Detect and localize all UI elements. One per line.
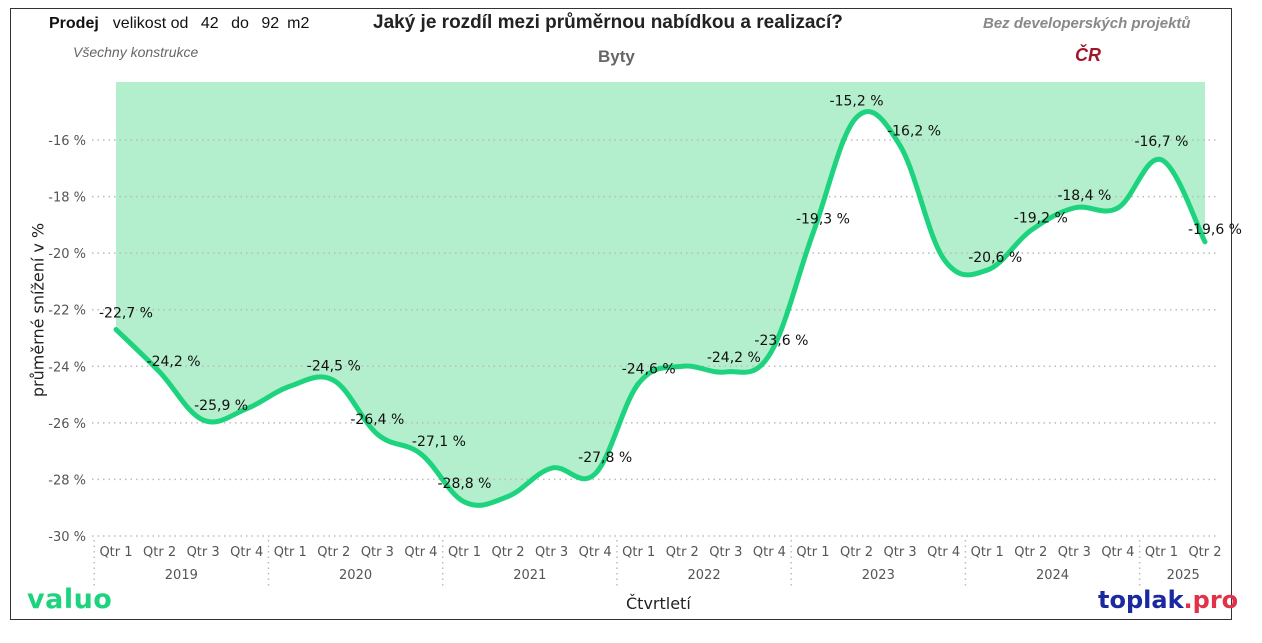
data-label: -19,2 % [1014, 211, 1068, 227]
x-tick-quarter: Qtr 2 [317, 545, 350, 560]
filter-summary: Prodej velikost od 42 do 92 m2 [49, 15, 317, 33]
size-to: 92 [261, 15, 280, 32]
y-tick-label: -24 % [48, 360, 86, 375]
x-tick-quarter: Qtr 2 [1014, 545, 1047, 560]
x-tick-quarter: Qtr 2 [492, 545, 525, 560]
data-label: -19,6 % [1188, 222, 1242, 238]
chart-subtitle: Byty [598, 47, 635, 66]
x-tick-year: 2024 [1036, 568, 1069, 583]
x-tick-quarter: Qtr 4 [404, 545, 437, 560]
region-label: ČR [1075, 45, 1101, 65]
series-line [113, 109, 1208, 508]
x-tick-year: 2023 [862, 568, 895, 583]
x-tick-quarter: Qtr 4 [927, 545, 960, 560]
x-tick-quarter: Qtr 3 [709, 545, 742, 560]
toplak-logo: toplak.pro [1098, 586, 1238, 614]
projects-note: Bez developerských projektů [983, 15, 1191, 32]
x-tick-quarter: Qtr 1 [796, 545, 829, 560]
toplak-logo-main: toplak [1098, 586, 1184, 614]
size-to-label: do [231, 15, 249, 32]
data-label: -26,4 % [350, 412, 404, 428]
x-tick-year: 2022 [688, 568, 721, 583]
x-tick-quarter: Qtr 1 [1145, 545, 1178, 560]
x-tick-quarter: Qtr 3 [884, 545, 917, 560]
data-label: -15,2 % [830, 93, 884, 109]
y-tick-label: -26 % [48, 417, 86, 432]
x-tick-quarter: Qtr 4 [230, 545, 263, 560]
data-label: -24,2 % [707, 350, 761, 366]
data-label: -27,1 % [412, 434, 466, 450]
x-axis-title: Čtvrtletí [626, 594, 691, 613]
x-tick-year: 2021 [513, 568, 546, 583]
y-tick-label: -28 % [48, 473, 86, 488]
size-from: 42 [200, 15, 219, 32]
x-tick-quarter: Qtr 3 [361, 545, 394, 560]
y-tick-label: -18 % [48, 191, 86, 206]
filter-mode: Prodej [49, 15, 99, 32]
toplak-logo-suffix: .pro [1183, 586, 1239, 614]
x-tick-quarter: Qtr 4 [753, 545, 786, 560]
x-tick-quarter: Qtr 2 [666, 545, 699, 560]
x-tick-quarter: Qtr 1 [622, 545, 655, 560]
size-unit: m2 [287, 15, 310, 32]
data-label: -24,5 % [307, 358, 361, 374]
x-tick-quarter: Qtr 4 [579, 545, 612, 560]
data-label: -25,9 % [194, 398, 248, 414]
x-tick-quarter: Qtr 1 [99, 545, 132, 560]
data-label: -28,8 % [437, 476, 491, 492]
y-tick-label: -20 % [48, 247, 86, 262]
data-label: -22,7 % [99, 306, 153, 322]
data-label: -27,8 % [578, 450, 632, 466]
x-tick-quarter: Qtr 3 [187, 545, 220, 560]
area-fill [116, 82, 1205, 506]
data-label: -20,6 % [968, 250, 1022, 266]
y-tick-label: -22 % [48, 304, 86, 319]
valuo-logo: valuo [27, 584, 113, 615]
x-tick-quarter: Qtr 2 [840, 545, 873, 560]
data-label: -23,6 % [754, 333, 808, 349]
size-label: velikost od [112, 15, 189, 32]
data-label: -19,3 % [796, 211, 850, 227]
data-label: -18,4 % [1057, 188, 1111, 204]
data-label: -16,2 % [887, 124, 941, 140]
x-tick-quarter: Qtr 3 [1058, 545, 1091, 560]
construction-filter: Všechny konstrukce [73, 44, 199, 60]
y-tick-label: -16 % [48, 134, 86, 149]
x-tick-year: 2025 [1167, 568, 1200, 583]
x-tick-quarter: Qtr 3 [535, 545, 568, 560]
x-tick-quarter: Qtr 4 [1101, 545, 1134, 560]
x-tick-quarter: Qtr 2 [1188, 545, 1221, 560]
x-tick-year: 2020 [339, 568, 372, 583]
y-tick-label: -30 % [48, 530, 86, 545]
x-tick-quarter: Qtr 1 [274, 545, 307, 560]
x-tick-quarter: Qtr 2 [143, 545, 176, 560]
data-label: -24,6 % [622, 361, 676, 377]
data-label: -24,2 % [147, 354, 201, 370]
data-label: -16,7 % [1134, 134, 1188, 150]
x-tick-year: 2019 [165, 568, 198, 583]
chart-title: Jaký je rozdíl mezi průměrnou nabídkou a… [373, 12, 843, 33]
x-tick-quarter: Qtr 1 [971, 545, 1004, 560]
x-tick-quarter: Qtr 1 [448, 545, 481, 560]
